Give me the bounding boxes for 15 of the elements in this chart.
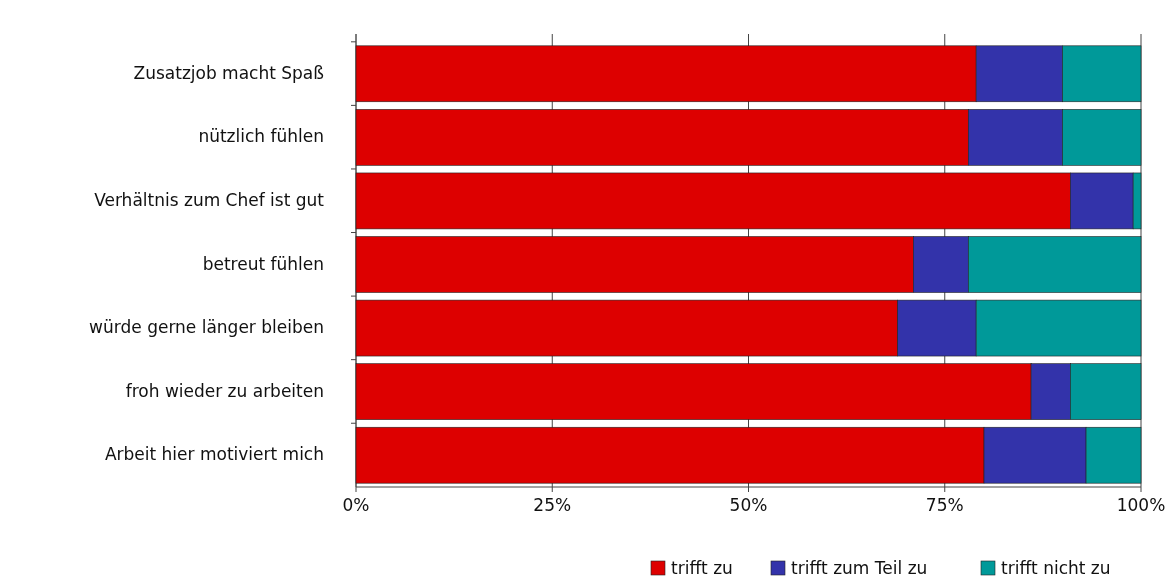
y-tick-label: nützlich fühlen: [198, 126, 324, 147]
x-tick-label: 75%: [925, 495, 964, 515]
y-tick-label: froh wieder zu arbeiten: [125, 380, 324, 401]
y-tick-label: Arbeit hier motiviert mich: [104, 444, 324, 465]
x-tick-label: 25%: [533, 495, 572, 515]
y-tick-label: Verhältnis zum Chef ist gut: [94, 189, 325, 210]
y-tick-label: betreut fühlen: [202, 253, 324, 274]
legend-label: trifft zum Teil zu: [791, 558, 928, 578]
legend-label: trifft zu: [671, 558, 733, 578]
y-tick-label: würde gerne länger bleiben: [89, 317, 324, 338]
legend-label: trifft nicht zu: [1001, 558, 1111, 578]
x-tick-label: 0%: [342, 495, 370, 515]
x-tick-label: 100%: [1116, 495, 1166, 515]
x-tick-label: 50%: [729, 495, 768, 515]
y-tick-label: Zusatzjob macht Spaß: [133, 62, 324, 83]
